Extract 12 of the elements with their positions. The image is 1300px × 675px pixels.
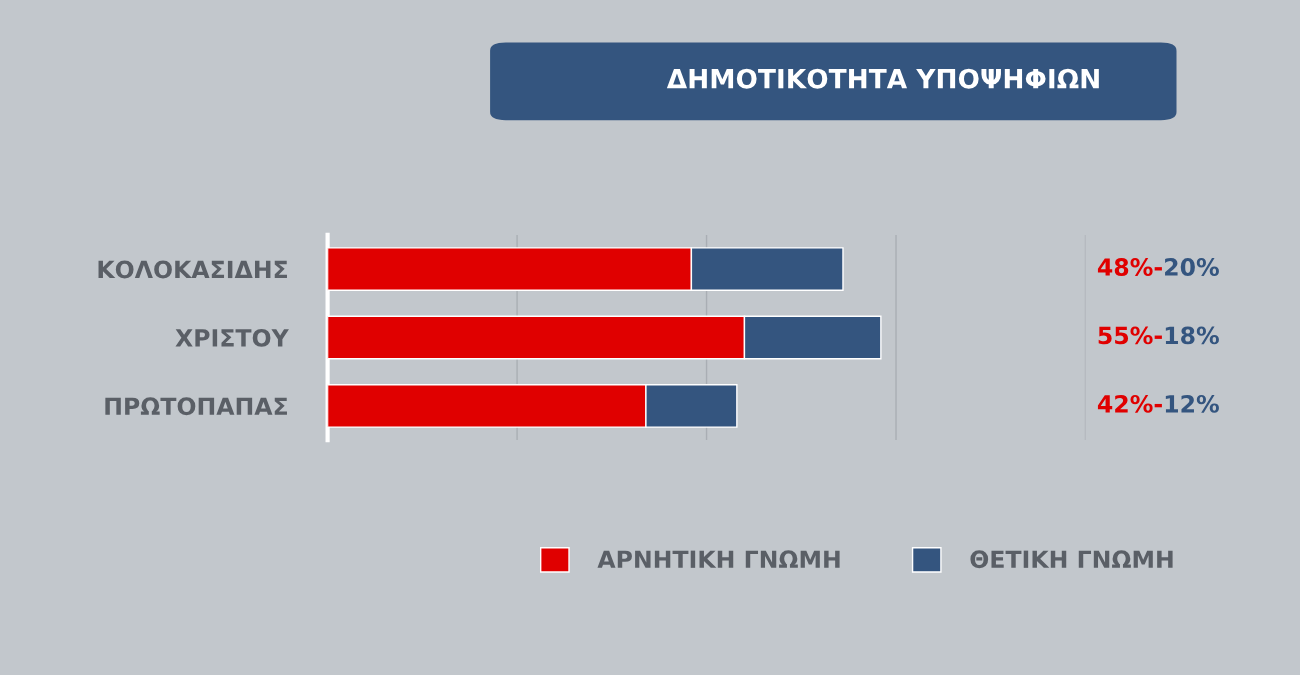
y-tick-label: ΠΡΩΤΟΠΑΠΑΣ <box>105 397 287 416</box>
data-label: 18% <box>1165 326 1219 345</box>
y-tick-label: ΚΟΛΟΚΑΣΙΔΗΣ <box>98 260 287 279</box>
chart-title: ΔΗΜΟΤΙΚΟΤΗΤΑ ΥΠΟΨΗΦΙΩΝ <box>666 68 1099 89</box>
legend-label: ΘΕΤΙΚΗ ΓΝΩΜΗ <box>970 550 1173 569</box>
data-label: 48%- <box>1097 258 1162 276</box>
data-label: 20% <box>1165 258 1219 276</box>
data-label: 42%- <box>1097 394 1162 413</box>
y-tick-label: ΧΡΙΣΤΟΥ <box>175 328 289 347</box>
data-label: 12% <box>1165 394 1219 413</box>
data-label: 55%- <box>1098 326 1162 345</box>
legend-label: ΑΡΝΗΤΙΚΗ ΓΝΩΜΗ <box>597 550 840 568</box>
